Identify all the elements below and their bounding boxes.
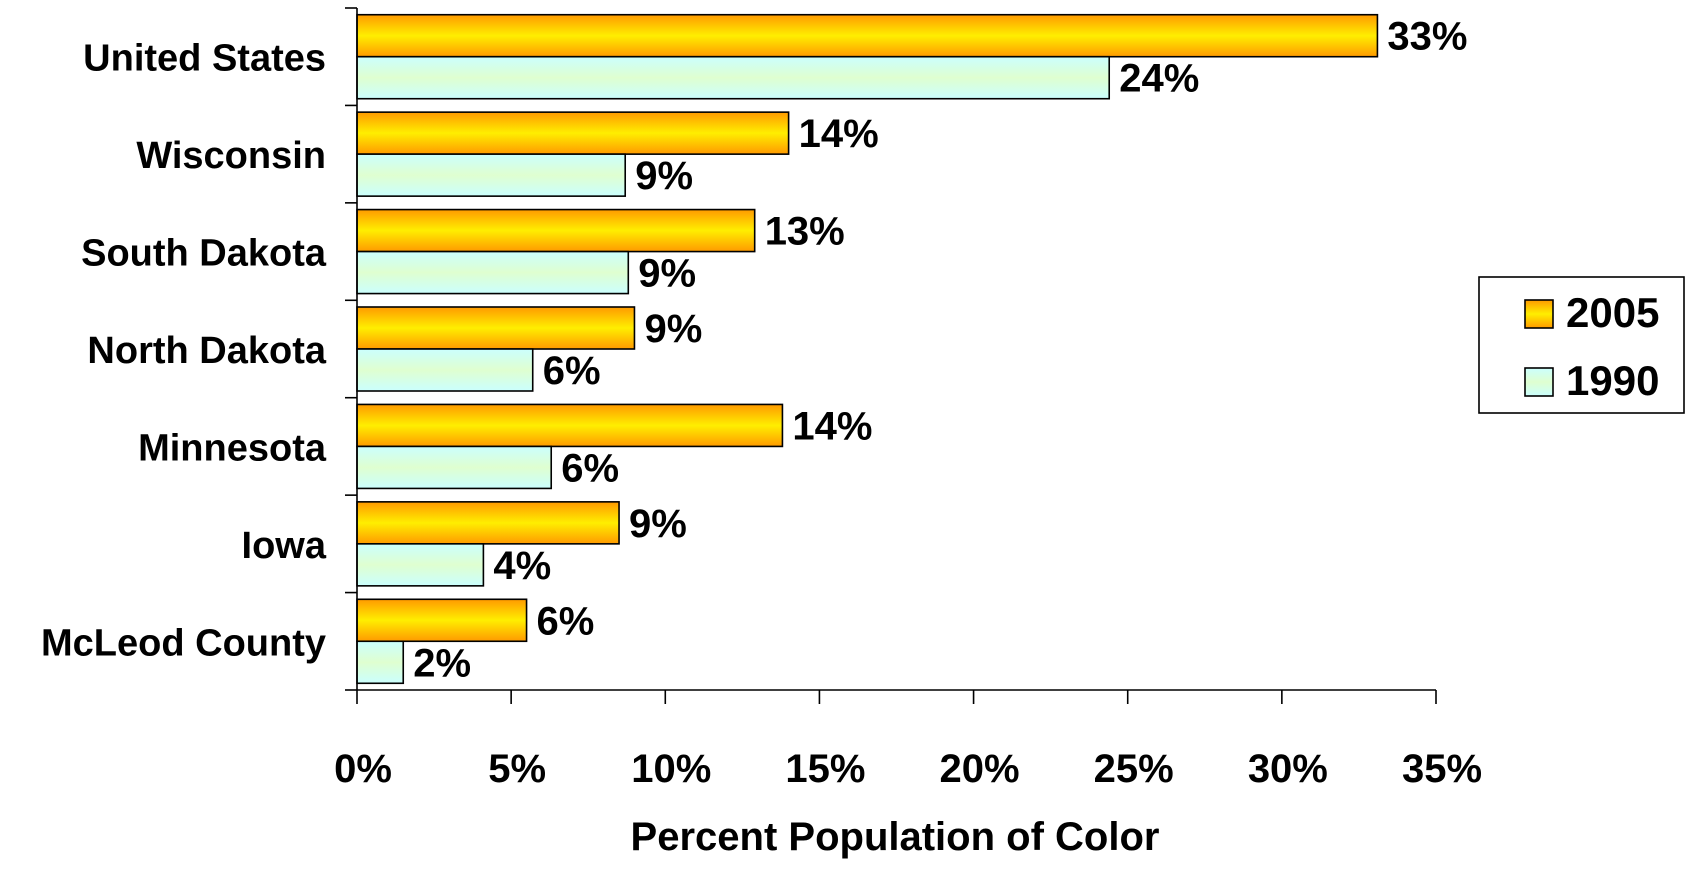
category-label-wisconsin: Wisconsin bbox=[136, 135, 326, 177]
legend-box bbox=[1478, 276, 1685, 414]
bars-group: 33%24%14%9%13%9%9%6%14%6%9%4%6%2% bbox=[356, 13, 1467, 685]
x-axis-title: Percent Population of Color bbox=[631, 815, 1160, 859]
data-label-2005-iowa: 9% bbox=[629, 502, 687, 546]
bar-1990-iowa bbox=[356, 543, 485, 587]
bar-2005-iowa bbox=[356, 501, 620, 545]
x-tick-label-20: 20% bbox=[940, 747, 1020, 791]
bar-1990-minnesota bbox=[356, 445, 553, 490]
data-label-2005-minnesota: 14% bbox=[792, 404, 872, 448]
category-label-iowa: Iowa bbox=[242, 525, 327, 567]
category-label-united-states: United States bbox=[83, 38, 326, 80]
bar-1990-north-dakota bbox=[356, 348, 534, 392]
legend-swatch-2005 bbox=[1524, 299, 1554, 329]
data-label-1990-united-states: 24% bbox=[1119, 57, 1199, 101]
data-label-2005-wisconsin: 14% bbox=[799, 112, 879, 156]
bar-1990-united-states bbox=[356, 55, 1111, 100]
data-label-1990-wisconsin: 9% bbox=[635, 154, 693, 198]
category-label-north-dakota: North Dakota bbox=[87, 330, 326, 372]
category-label-minnesota: Minnesota bbox=[138, 427, 327, 469]
category-labels: United States Wisconsin South Dakota North … bbox=[41, 38, 327, 665]
bar-2005-minnesota bbox=[356, 403, 784, 448]
bar-2005-south-dakota bbox=[356, 208, 756, 253]
data-label-1990-minnesota: 6% bbox=[561, 446, 619, 490]
data-label-1990-iowa: 4% bbox=[493, 544, 551, 588]
bar-2005-mcleod-county bbox=[356, 598, 528, 643]
x-tick-label-25: 25% bbox=[1094, 747, 1174, 791]
legend-label-2005: 2005 bbox=[1566, 289, 1659, 336]
data-label-2005-mcleod-county: 6% bbox=[537, 599, 595, 643]
x-tick-label-5: 5% bbox=[488, 747, 546, 791]
category-label-mcleod-county: McLeod County bbox=[41, 622, 326, 664]
x-tick-label-30: 30% bbox=[1248, 747, 1328, 791]
bar-2005-united-states bbox=[356, 13, 1379, 58]
bar-1990-south-dakota bbox=[356, 250, 630, 295]
data-label-2005-united-states: 33% bbox=[1387, 15, 1467, 59]
x-tick-labels: 0% 5% 10% 15% 20% 25% 30% 35% bbox=[334, 747, 1482, 791]
legend: 2005 1990 bbox=[1478, 276, 1685, 414]
axes bbox=[345, 7, 1437, 704]
data-label-1990-south-dakota: 9% bbox=[638, 252, 696, 296]
x-tick-label-10: 10% bbox=[631, 747, 711, 791]
bar-2005-wisconsin bbox=[356, 111, 790, 155]
x-tick-label-35: 35% bbox=[1402, 747, 1482, 791]
legend-swatch-1990 bbox=[1524, 367, 1554, 397]
data-label-2005-south-dakota: 13% bbox=[765, 210, 845, 254]
x-tick-label-0: 0% bbox=[334, 747, 392, 791]
x-tick-label-15: 15% bbox=[785, 747, 865, 791]
bar-1990-mcleod-county bbox=[356, 640, 405, 685]
data-label-1990-north-dakota: 6% bbox=[543, 349, 601, 393]
bar-1990-wisconsin bbox=[356, 153, 627, 197]
data-label-2005-north-dakota: 9% bbox=[644, 307, 702, 351]
category-label-south-dakota: South Dakota bbox=[81, 233, 327, 275]
legend-label-1990: 1990 bbox=[1566, 357, 1659, 404]
bar-2005-north-dakota bbox=[356, 306, 636, 350]
data-label-1990-mcleod-county: 2% bbox=[413, 641, 471, 685]
